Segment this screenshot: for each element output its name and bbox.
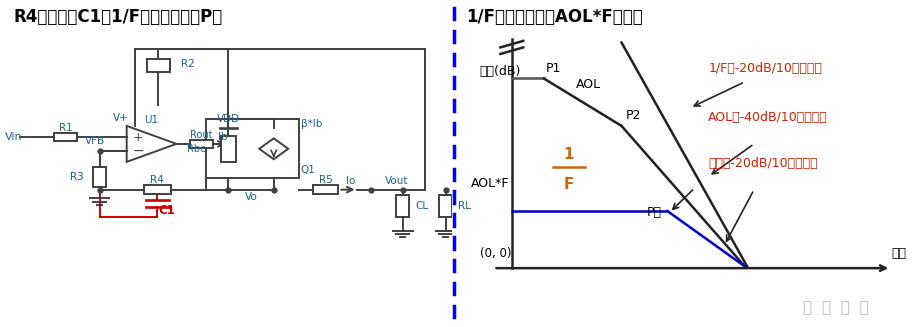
Text: R2: R2: [181, 59, 195, 69]
Text: Vin: Vin: [5, 132, 22, 142]
Text: Vo: Vo: [245, 192, 258, 202]
Text: −: −: [133, 144, 143, 158]
Text: P1: P1: [547, 62, 561, 75]
Text: VDD: VDD: [217, 114, 240, 124]
Text: P₟: P₟: [646, 206, 662, 219]
Text: 增益(dB): 增益(dB): [480, 65, 521, 78]
Bar: [440, 195, 452, 216]
Text: (0, 0): (0, 0): [480, 247, 511, 260]
Bar: [93, 167, 106, 187]
Text: β*Ib: β*Ib: [301, 119, 323, 129]
Text: Rbe: Rbe: [186, 144, 206, 154]
Text: Vout: Vout: [385, 176, 408, 185]
Text: U1: U1: [144, 115, 159, 125]
Text: CL: CL: [415, 201, 429, 211]
Text: Ib: Ib: [218, 132, 228, 142]
Text: P2: P2: [626, 109, 642, 122]
Text: R5: R5: [319, 175, 333, 185]
Bar: [397, 195, 409, 216]
Text: +: +: [133, 131, 143, 145]
Text: R3: R3: [70, 172, 84, 182]
Text: Ⓕ  日  月  辰: Ⓕ 日 月 辰: [803, 300, 869, 315]
Text: R4: R4: [150, 175, 165, 185]
Bar: [220, 136, 237, 162]
Text: F: F: [564, 177, 574, 192]
Bar: [206, 119, 299, 178]
Text: AOL: AOL: [576, 78, 600, 91]
Text: AOL：-40dB/10倍频衰减: AOL：-40dB/10倍频衰减: [708, 111, 828, 124]
Text: AOL*F: AOL*F: [471, 177, 509, 190]
Text: V+: V+: [113, 113, 129, 123]
Text: 1: 1: [564, 147, 574, 162]
Bar: [147, 59, 170, 72]
Bar: [54, 133, 77, 141]
Text: RL: RL: [458, 201, 472, 211]
Text: C1: C1: [159, 204, 175, 217]
Text: VFB: VFB: [85, 136, 105, 146]
Text: Rout: Rout: [190, 130, 213, 140]
Bar: [190, 140, 213, 148]
Text: Io: Io: [345, 177, 356, 186]
Text: 交点：-20dB/10倍频衰减: 交点：-20dB/10倍频衰减: [708, 157, 818, 170]
Text: 频率: 频率: [891, 247, 906, 260]
Text: R4并联电容C1，1/F曲线产生极点P₟: R4并联电容C1，1/F曲线产生极点P₟: [14, 8, 223, 26]
Text: 1/F曲线修正后的AOL*F波特图: 1/F曲线修正后的AOL*F波特图: [466, 8, 643, 26]
Bar: [314, 185, 338, 194]
Text: R1: R1: [58, 123, 72, 132]
Bar: [143, 185, 171, 194]
Text: Q1: Q1: [301, 165, 315, 175]
Text: 1/F：-20dB/10倍频衰减: 1/F：-20dB/10倍频衰减: [708, 62, 823, 75]
